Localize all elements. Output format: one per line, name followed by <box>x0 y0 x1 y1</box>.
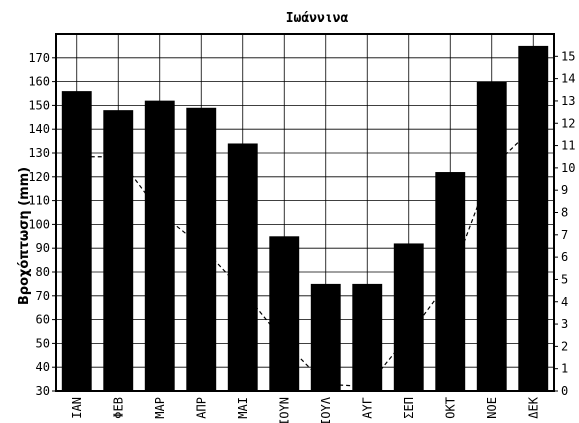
bar <box>310 283 341 391</box>
bar <box>352 283 383 391</box>
bar <box>518 45 549 392</box>
y2-tick-label: 10 <box>561 161 575 175</box>
y-tick-label: 110 <box>28 194 50 208</box>
y-tick-label: 170 <box>28 51 50 65</box>
y-tick-label: 100 <box>28 217 50 231</box>
y-tick-label: 30 <box>36 384 50 398</box>
y2-tick-label: 0 <box>561 384 568 398</box>
x-tick-label: ΑΠΡ <box>194 397 208 419</box>
y-tick-label: 80 <box>36 265 50 279</box>
y2-tick-label: 6 <box>561 250 568 264</box>
y-tick-label: 40 <box>36 360 50 374</box>
y-tick-label: 70 <box>36 289 50 303</box>
x-tick-label: ΜΑΡ <box>153 397 167 419</box>
x-tick-label: ΟΚΤ <box>443 397 457 419</box>
x-tick-label: ΙΟΥΝ <box>277 397 291 423</box>
y-axis-label: Βροχόπτωση (mm) <box>17 167 32 305</box>
y2-tick-label: 5 <box>561 272 568 286</box>
y-tick-label: 150 <box>28 98 50 112</box>
y2-tick-label: 4 <box>561 295 568 309</box>
y2-tick-label: 3 <box>561 317 568 331</box>
y-tick-label: 160 <box>28 75 50 89</box>
bar <box>144 100 175 391</box>
y-tick-label: 120 <box>28 170 50 184</box>
y-tick-label: 90 <box>36 241 50 255</box>
x-tick-label: ΝΟΕ <box>485 397 499 419</box>
y2-tick-label: 8 <box>561 206 568 220</box>
bar <box>476 81 507 391</box>
y-tick-label: 130 <box>28 146 50 160</box>
bar <box>435 172 466 391</box>
x-tick-label: ΑΥΓ <box>360 397 374 419</box>
x-tick-label: ΣΕΠ <box>402 397 416 419</box>
y-tick-label: 140 <box>28 122 50 136</box>
bar <box>103 110 134 391</box>
x-tick-label: ΙΑΝ <box>70 397 84 419</box>
line-series <box>76 127 534 388</box>
y2-tick-label: 2 <box>561 339 568 353</box>
chart-title: Ιωάννινα <box>286 11 349 26</box>
y-tick-label: 60 <box>36 313 50 327</box>
y2-tick-label: 11 <box>561 139 575 153</box>
y2-tick-label: 1 <box>561 362 568 376</box>
y2-tick-label: 15 <box>561 49 575 63</box>
bar <box>61 91 92 392</box>
y2-tick-label: 12 <box>561 116 575 130</box>
bar <box>227 143 258 391</box>
plot-area: 3040506070809010011012013014015016017001… <box>28 33 575 423</box>
bar <box>393 243 424 391</box>
x-tick-label: ΜΑΙ <box>236 397 250 419</box>
x-tick-label: ΔΕΚ <box>526 396 540 418</box>
bar <box>186 107 217 391</box>
y2-tick-label: 13 <box>561 94 575 108</box>
y-tick-label: 50 <box>36 336 50 350</box>
y2-tick-label: 14 <box>561 72 575 86</box>
y2-tick-label: 9 <box>561 183 568 197</box>
x-tick-label: ΦΕΒ <box>111 397 125 419</box>
bar <box>269 236 300 391</box>
y2-tick-label: 7 <box>561 228 568 242</box>
x-tick-label: ΙΟΥΛ <box>319 396 333 423</box>
